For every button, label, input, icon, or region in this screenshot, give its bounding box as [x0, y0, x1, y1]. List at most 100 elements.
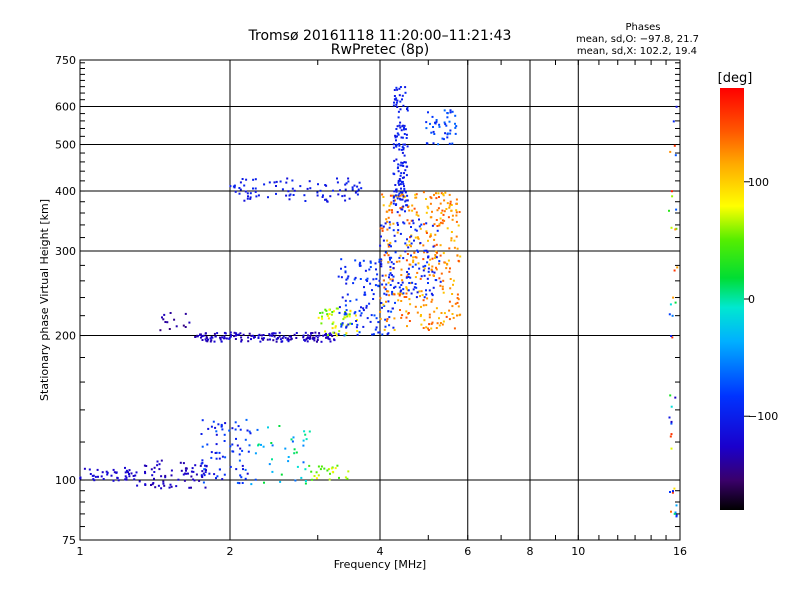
- data-point: [456, 254, 459, 257]
- data-point: [446, 202, 449, 205]
- data-point: [413, 251, 416, 254]
- data-point: [428, 313, 431, 316]
- data-point: [318, 334, 321, 337]
- data-point: [434, 279, 437, 281]
- data-point: [427, 282, 429, 284]
- data-point: [668, 209, 670, 212]
- data-point: [406, 238, 408, 241]
- data-point: [385, 300, 387, 303]
- data-point: [268, 463, 271, 466]
- data-point: [202, 334, 205, 337]
- data-point: [405, 310, 408, 313]
- data-point: [453, 327, 456, 330]
- data-point: [204, 464, 206, 467]
- data-point: [422, 299, 425, 302]
- data-point: [362, 259, 365, 262]
- data-point: [260, 443, 262, 446]
- data-point: [257, 443, 260, 446]
- data-point: [306, 187, 309, 190]
- data-point: [443, 312, 446, 315]
- data-point: [394, 136, 397, 139]
- data-point: [333, 338, 335, 341]
- colorbar-tick-label: 100: [748, 176, 769, 189]
- data-point: [402, 292, 405, 295]
- data-point: [252, 187, 254, 190]
- data-point: [384, 274, 387, 277]
- data-point: [303, 194, 306, 197]
- data-point: [428, 274, 431, 277]
- data-point: [345, 309, 348, 312]
- data-point: [344, 183, 347, 186]
- data-point: [89, 473, 92, 475]
- data-point: [386, 333, 389, 336]
- data-point: [337, 275, 340, 278]
- data-point: [287, 190, 290, 193]
- data-point: [400, 316, 403, 319]
- data-point: [405, 199, 408, 202]
- data-point: [393, 329, 396, 331]
- data-point: [674, 396, 677, 399]
- data-point: [160, 487, 163, 490]
- data-point: [381, 333, 384, 336]
- data-point: [459, 313, 462, 316]
- data-point: [360, 306, 362, 309]
- data-point: [426, 261, 429, 264]
- data-point: [426, 277, 429, 280]
- colorbar-unit: [deg]: [718, 71, 753, 86]
- data-point: [326, 313, 329, 316]
- data-point: [309, 335, 312, 337]
- data-point: [395, 158, 398, 161]
- data-point: [394, 285, 397, 288]
- data-point: [331, 335, 334, 337]
- data-point: [428, 316, 431, 319]
- data-point: [201, 459, 204, 462]
- data-point: [427, 270, 430, 273]
- data-point: [456, 301, 459, 304]
- data-point: [451, 142, 454, 145]
- data-point: [388, 221, 391, 224]
- data-point: [396, 167, 399, 170]
- data-point: [399, 292, 402, 294]
- data-point: [414, 283, 417, 285]
- data-point: [448, 120, 451, 123]
- data-point: [433, 257, 436, 259]
- data-point: [391, 292, 394, 295]
- data-point: [405, 133, 408, 136]
- data-point: [437, 207, 440, 210]
- data-point: [286, 177, 289, 180]
- data-point: [315, 471, 318, 474]
- data-point: [280, 473, 283, 476]
- data-point: [292, 194, 295, 196]
- data-point: [196, 334, 199, 337]
- data-point: [398, 256, 401, 259]
- data-point: [343, 316, 346, 319]
- data-point: [414, 256, 417, 258]
- data-point: [457, 298, 460, 301]
- data-point: [454, 122, 456, 125]
- data-point: [220, 340, 223, 343]
- data-point: [307, 334, 309, 337]
- data-point: [145, 465, 148, 467]
- data-point: [130, 472, 133, 475]
- data-point: [425, 211, 428, 214]
- data-point: [449, 202, 452, 205]
- data-point: [406, 271, 409, 273]
- data-point: [399, 86, 402, 88]
- data-point: [433, 193, 435, 196]
- data-point: [409, 303, 412, 306]
- data-point: [224, 332, 227, 335]
- data-point: [353, 184, 356, 187]
- data-point: [343, 334, 346, 337]
- data-point: [342, 318, 345, 321]
- data-point: [144, 470, 146, 473]
- data-point: [345, 182, 348, 185]
- data-point: [451, 305, 454, 308]
- data-point: [420, 323, 423, 326]
- data-point: [417, 262, 420, 265]
- data-point: [262, 334, 265, 336]
- data-point: [369, 282, 372, 285]
- data-point: [394, 240, 397, 243]
- data-point: [188, 486, 191, 489]
- data-point: [397, 179, 400, 182]
- data-point: [673, 512, 676, 515]
